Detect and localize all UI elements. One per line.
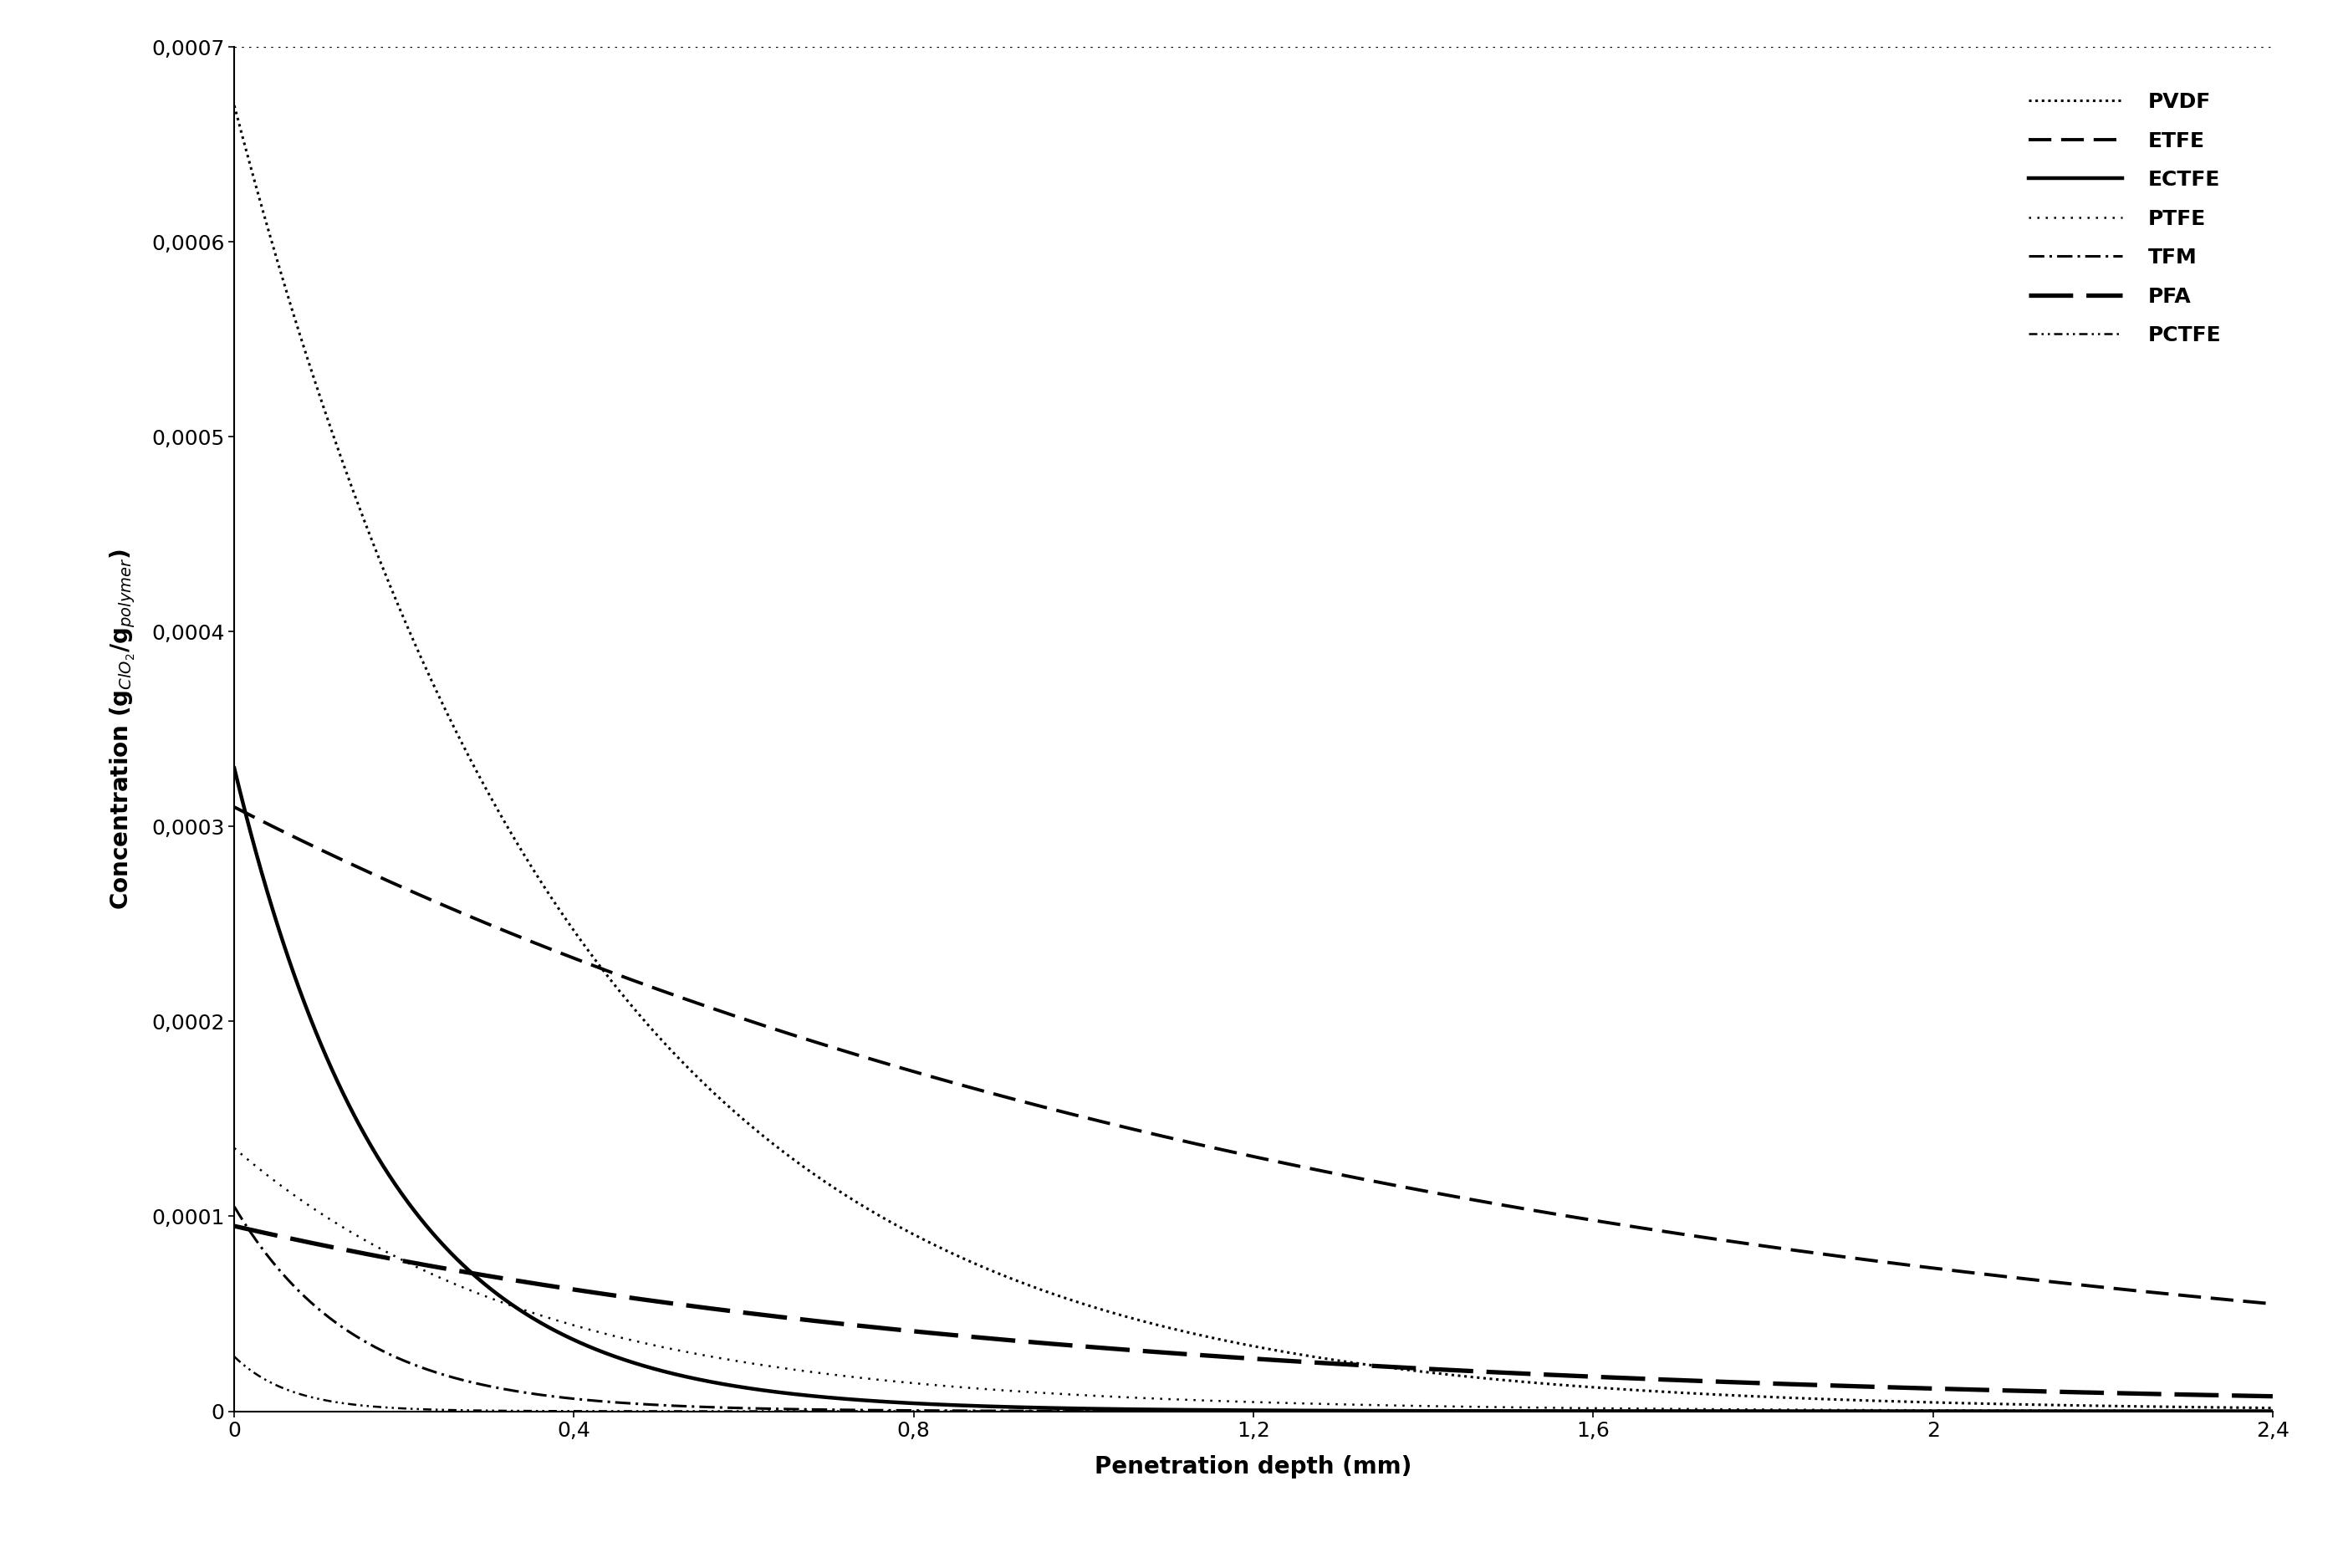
- ETFE: [1999, 1269, 2027, 1287]
- PFA: [220, 1217, 248, 1236]
- PVDF: [2259, 1399, 2287, 1417]
- TFM: [1999, 1402, 2027, 1421]
- ECTFE: [574, 1336, 602, 1355]
- PVDF: [1999, 1396, 2027, 1414]
- ETFE: [1003, 1090, 1031, 1109]
- PVDF: [1003, 1272, 1031, 1290]
- PVDF: [574, 941, 602, 960]
- PCTFE: [2219, 1402, 2247, 1421]
- ECTFE: [452, 1259, 480, 1278]
- ECTFE: [1999, 1402, 2027, 1421]
- X-axis label: Penetration depth (mm): Penetration depth (mm): [1094, 1455, 1413, 1479]
- Y-axis label: Concentration (g$_{\mathit{ClO_2}}$/g$_{\mathit{polymer}}$): Concentration (g$_{\mathit{ClO_2}}$/g$_{…: [108, 549, 138, 909]
- TFM: [1003, 1402, 1031, 1421]
- PFA: [2259, 1388, 2287, 1406]
- Line: ETFE: ETFE: [234, 808, 2273, 1305]
- Line: ECTFE: ECTFE: [234, 768, 2273, 1411]
- PTFE: [1999, 1402, 2027, 1421]
- PFA: [1089, 1339, 1118, 1358]
- PTFE: [2259, 1402, 2287, 1421]
- Line: PTFE: PTFE: [234, 1148, 2273, 1411]
- Legend: PVDF, ETFE, ECTFE, PTFE, TFM, PFA, PCTFE: PVDF, ETFE, ECTFE, PTFE, TFM, PFA, PCTFE: [2008, 71, 2242, 367]
- PCTFE: [2259, 1402, 2287, 1421]
- TFM: [220, 1198, 248, 1217]
- ETFE: [1089, 1113, 1118, 1132]
- PFA: [1003, 1331, 1031, 1350]
- PTFE: [1089, 1386, 1118, 1405]
- PCTFE: [1089, 1402, 1118, 1421]
- PCTFE: [1003, 1402, 1031, 1421]
- PFA: [452, 1262, 480, 1281]
- ECTFE: [2259, 1402, 2287, 1421]
- PCTFE: [1999, 1402, 2027, 1421]
- TFM: [2219, 1402, 2247, 1421]
- PTFE: [574, 1320, 602, 1339]
- TFM: [574, 1391, 602, 1410]
- Line: TFM: TFM: [234, 1207, 2273, 1411]
- ECTFE: [1003, 1397, 1031, 1416]
- PTFE: [1003, 1381, 1031, 1400]
- PCTFE: [452, 1400, 480, 1419]
- PVDF: [1089, 1301, 1118, 1320]
- Line: PCTFE: PCTFE: [234, 1356, 2273, 1411]
- PCTFE: [220, 1347, 248, 1366]
- Line: PFA: PFA: [234, 1226, 2273, 1397]
- Line: PVDF: PVDF: [234, 105, 2273, 1408]
- PVDF: [452, 743, 480, 762]
- ETFE: [220, 798, 248, 817]
- PTFE: [2219, 1402, 2247, 1421]
- PFA: [2219, 1386, 2247, 1405]
- ETFE: [574, 953, 602, 972]
- TFM: [2259, 1402, 2287, 1421]
- ETFE: [2259, 1295, 2287, 1314]
- ECTFE: [220, 759, 248, 778]
- ECTFE: [2219, 1402, 2247, 1421]
- TFM: [1089, 1402, 1118, 1421]
- TFM: [452, 1372, 480, 1391]
- ETFE: [452, 906, 480, 925]
- PTFE: [220, 1138, 248, 1157]
- ECTFE: [1089, 1400, 1118, 1419]
- PFA: [1999, 1381, 2027, 1400]
- PVDF: [2219, 1399, 2247, 1417]
- PVDF: [220, 96, 248, 114]
- PTFE: [452, 1279, 480, 1298]
- PFA: [574, 1283, 602, 1301]
- ETFE: [2219, 1290, 2247, 1309]
- PCTFE: [574, 1402, 602, 1421]
